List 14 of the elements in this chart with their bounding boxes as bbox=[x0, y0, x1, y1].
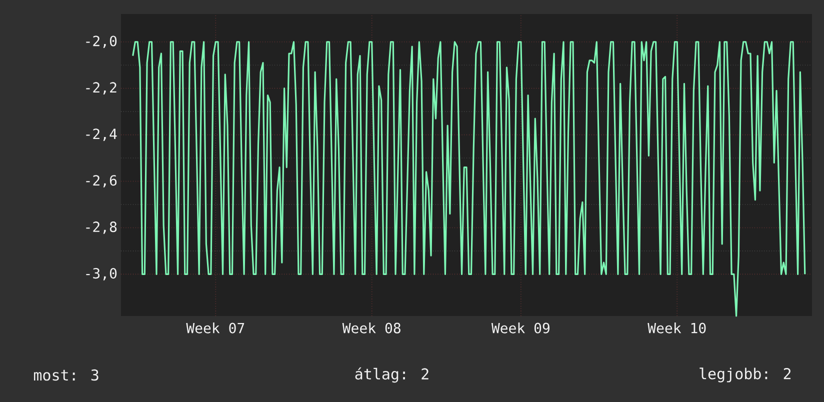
text: legjobb: 2 bbox=[700, 368, 791, 382]
y-tick-label: -3,0 bbox=[86, 268, 117, 280]
x-tick-label: Week 09 bbox=[491, 322, 550, 334]
text: átlag: 2 bbox=[355, 367, 428, 383]
y-tick-label: -2,2 bbox=[86, 82, 116, 95]
x-tick-label: Week 08 bbox=[342, 322, 400, 334]
text: most: 3 bbox=[34, 369, 98, 381]
line-series bbox=[132, 41, 806, 317]
y-tick-label: -2,0 bbox=[86, 36, 117, 48]
x-tick-label: Week 10 bbox=[648, 322, 706, 334]
y-tick-label: -2,4 bbox=[86, 128, 117, 141]
y-tick-label: -2,6 bbox=[86, 175, 117, 188]
x-tick-label: Week 07 bbox=[186, 322, 244, 334]
y-tick-label: -2,8 bbox=[86, 222, 117, 234]
